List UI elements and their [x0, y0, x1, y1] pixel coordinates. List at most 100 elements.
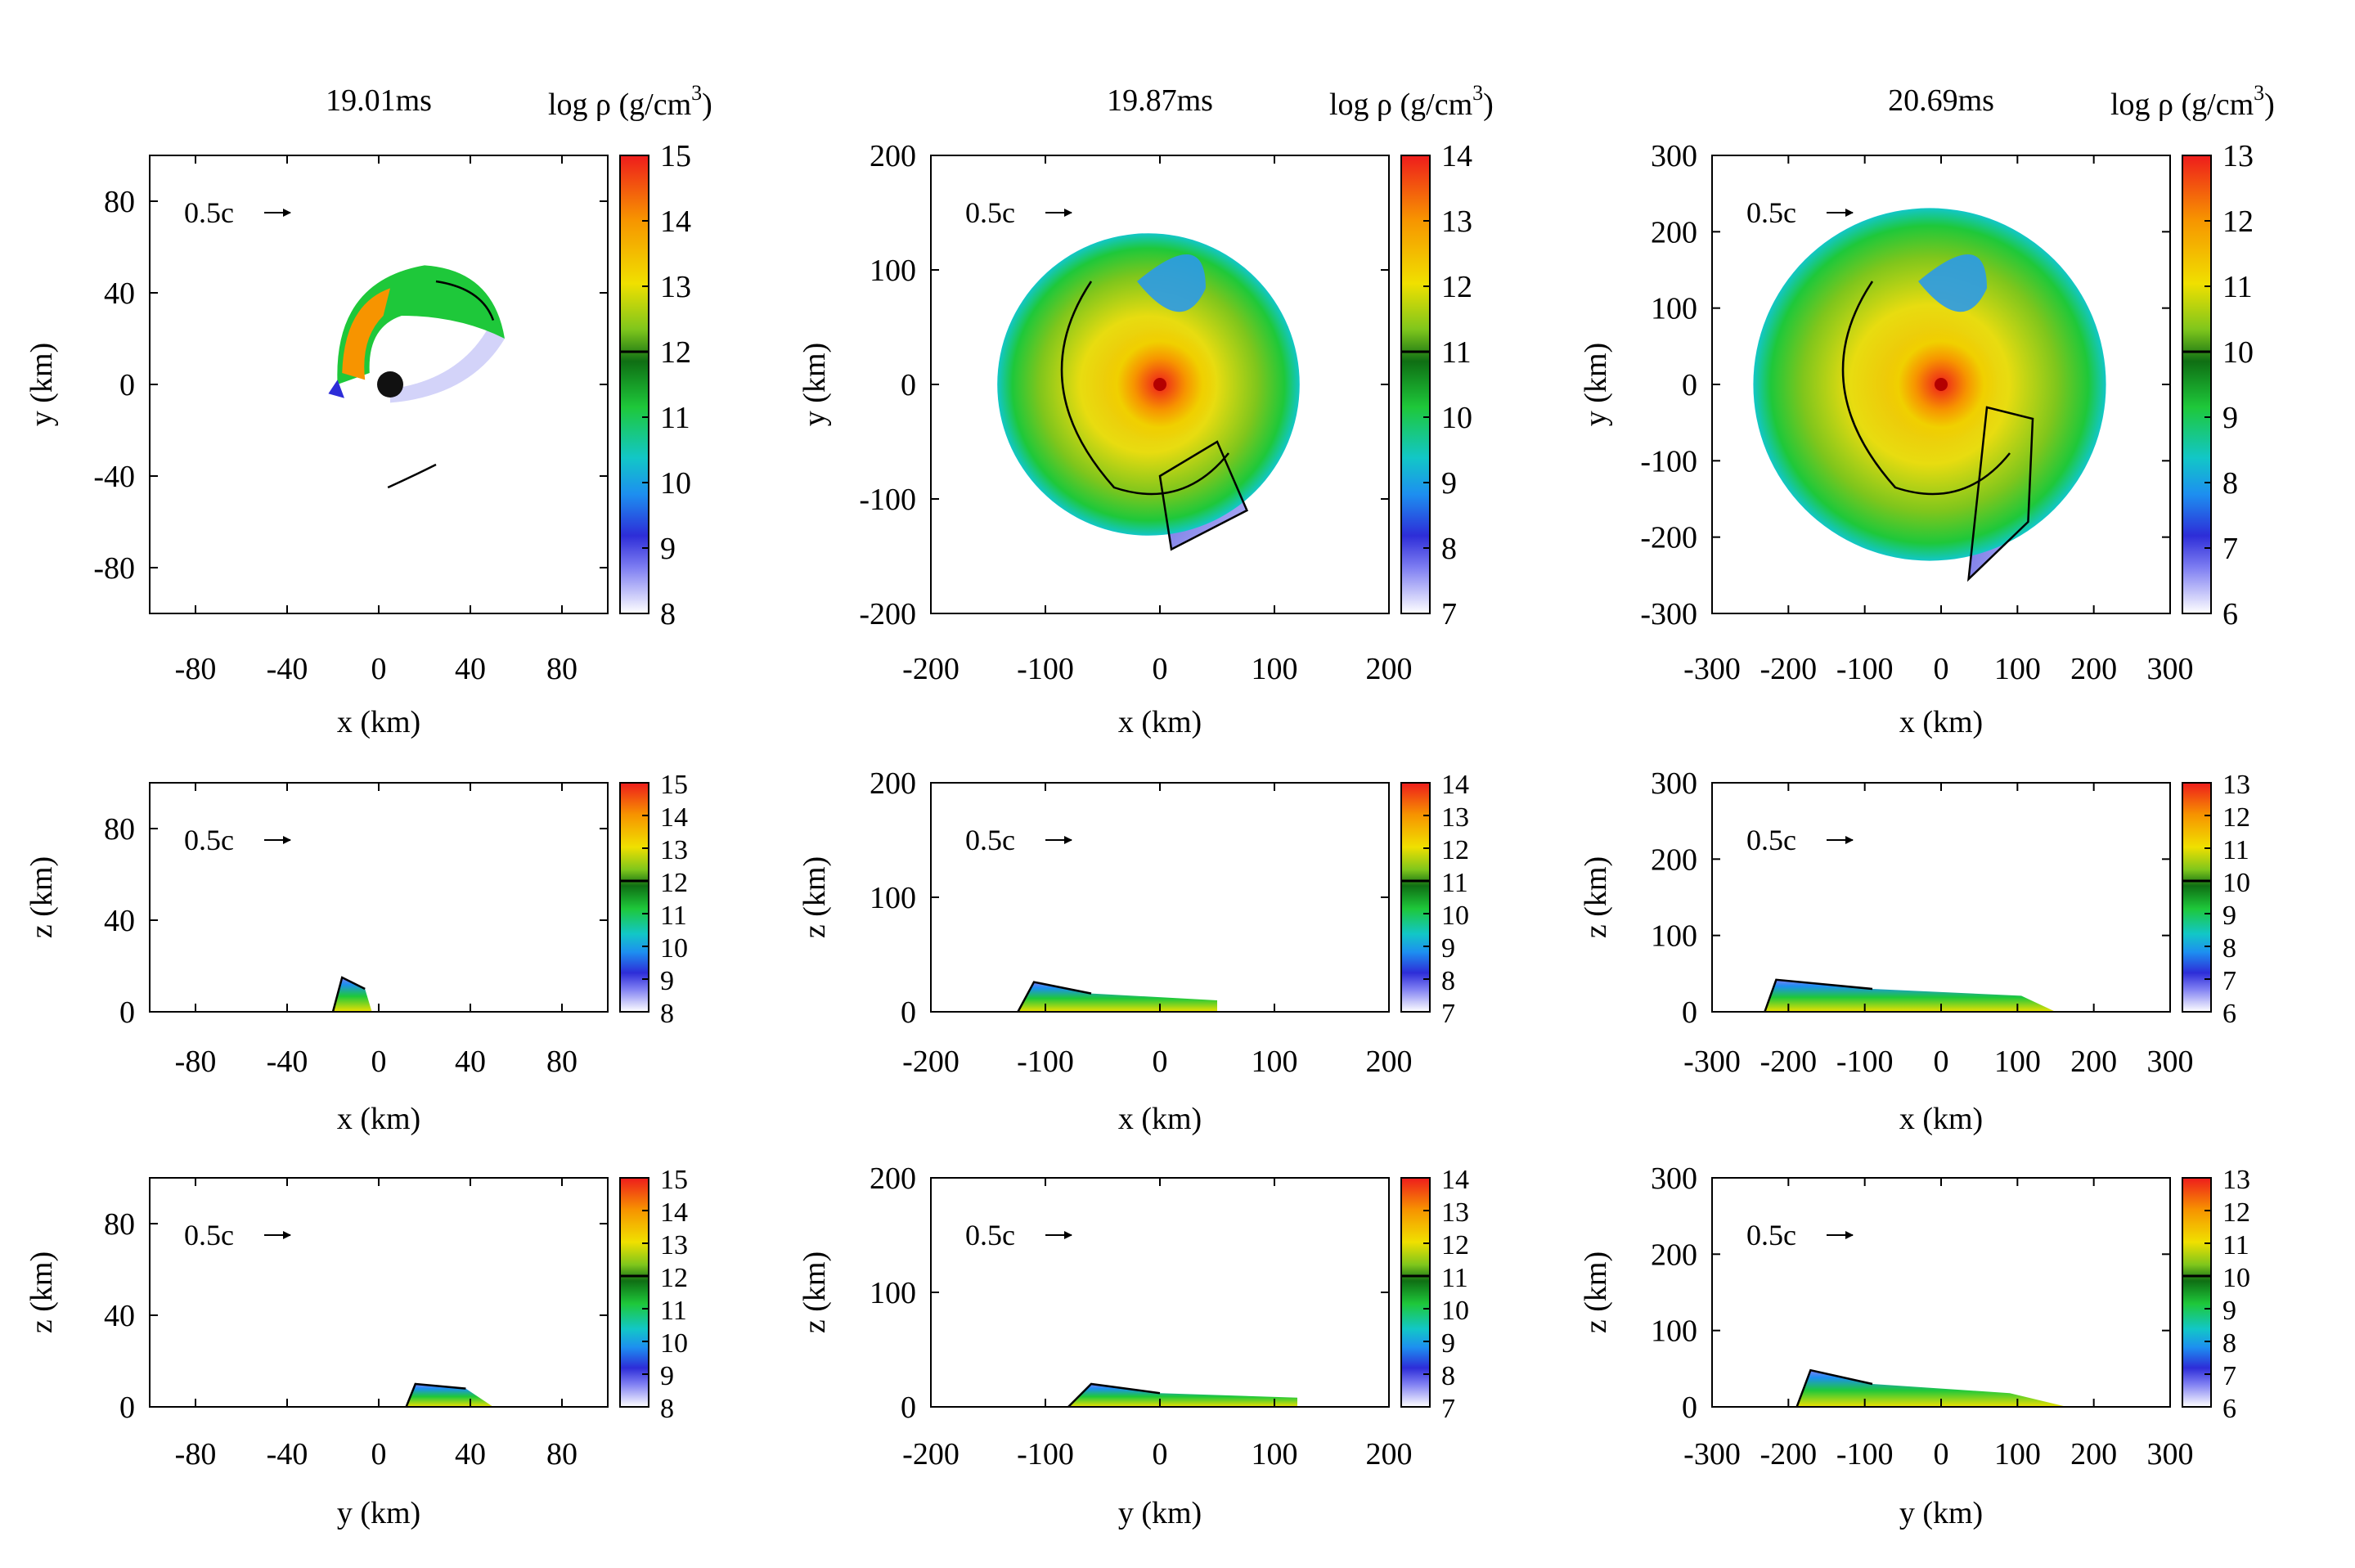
y-tick-label: 100: [1651, 919, 1697, 954]
x-tick-label: 80: [546, 652, 578, 686]
density-contour: [1764, 978, 1873, 1012]
colorbar-tick-label: 13: [660, 270, 691, 304]
x-tick-label: -300: [1683, 1045, 1741, 1079]
y-tick-label: 0: [901, 368, 916, 402]
x-axis-label: x (km): [337, 705, 420, 739]
colorbar-tick-label: 10: [2222, 1263, 2250, 1293]
tail-region: [390, 327, 505, 403]
colorbar-tick-label: 10: [1441, 901, 1469, 931]
x-tick-label: 100: [1994, 1437, 2041, 1471]
y-axis-label: z (km): [798, 1251, 832, 1333]
colorbar-tick-label: 13: [1441, 802, 1469, 833]
colorbar-tick-label: 9: [1441, 1328, 1455, 1359]
y-tick-label: 0: [119, 1391, 135, 1425]
y-tick-label: -300: [1640, 597, 1697, 631]
colorbar-tick-label: 6: [2222, 999, 2236, 1029]
panel-yz-19.01ms: 0.5c -80 -40 0 40 80 0 40 80 y (km) z (km) 89101112…: [25, 1165, 688, 1530]
density-field: [405, 1382, 493, 1407]
density-contour: [405, 1382, 466, 1407]
dense-arm: [342, 288, 390, 380]
colorbar-tick-label: 8: [1441, 966, 1455, 996]
colorbar-tick-label: 12: [660, 335, 691, 370]
y-tick-label: 80: [104, 812, 135, 847]
colorbar-tick-label: 10: [660, 933, 688, 964]
outer-arm: [1137, 254, 1206, 312]
y-tick-label: 200: [870, 139, 916, 173]
colorbar-tick-label: 6: [2222, 1394, 2236, 1424]
y-axis-label: z (km): [25, 856, 59, 938]
colorbar: [2182, 782, 2212, 1013]
x-axis-label: x (km): [1118, 705, 1202, 739]
x-tick-label: 0: [371, 1045, 387, 1079]
colorbar: [2182, 155, 2212, 614]
density-field: [1795, 1368, 2067, 1407]
velocity-scale-label: 0.5c: [965, 1219, 1015, 1251]
density-contour: [1841, 281, 2011, 496]
colorbar-title: log ρ (g/cm3): [2110, 81, 2275, 122]
x-tick-label: 300: [2147, 1045, 2194, 1079]
y-tick-label: 200: [870, 1161, 916, 1196]
x-axis-label: x (km): [1899, 705, 1983, 739]
colorbar-tick-label: 11: [2222, 835, 2249, 865]
colorbar-tick-label: 10: [2222, 868, 2250, 898]
plot-frame: [1711, 782, 2171, 1013]
density-field: [1753, 208, 2106, 582]
panel-xy-19.01ms: 0.5c -80 -40 0 40 80 -80 -40 0 40 80 x (km) y (km) 8 9…: [25, 81, 712, 739]
x-tick-label: -100: [1836, 652, 1894, 686]
y-tick-label: 0: [901, 995, 916, 1030]
x-axis-label: y (km): [1899, 1496, 1983, 1530]
x-axis-label: y (km): [337, 1496, 420, 1530]
core: [377, 371, 403, 398]
density-field: [1017, 981, 1217, 1012]
colorbar-tick-label: 11: [2222, 1230, 2249, 1260]
colorbar-tick-label: 11: [660, 1296, 687, 1326]
y-axis-label: z (km): [1579, 1251, 1613, 1333]
colorbar-tick-label: 12: [2222, 802, 2250, 833]
x-tick-label: 100: [1252, 1437, 1298, 1471]
x-tick-label: 40: [455, 652, 486, 686]
panel-xz-20.69ms: 0.5c -300 -200 -100 0 100 200 300 0 100 200 300 x (k…: [1579, 766, 2250, 1136]
colorbar-tick-label: 7: [1441, 999, 1455, 1029]
y-tick-label: -200: [859, 597, 916, 631]
x-tick-label: 100: [1252, 1045, 1298, 1079]
colorbar-tick-label: 14: [660, 802, 688, 833]
plot-frame: [149, 1177, 609, 1408]
density-contour: [1017, 981, 1092, 1012]
x-tick-label: 0: [1153, 1045, 1168, 1079]
colorbar-tick-label: 11: [1441, 1263, 1468, 1293]
colorbar-tick-label: 7: [2222, 966, 2236, 996]
x-axis-label: x (km): [1899, 1102, 1983, 1136]
x-tick-label: 200: [2070, 1437, 2117, 1471]
density-slab: [1764, 979, 2056, 1012]
x-tick-label: 40: [455, 1045, 486, 1079]
colorbar-tick-label: 15: [660, 139, 691, 173]
x-tick-label: -100: [1017, 1045, 1074, 1079]
colorbar: [619, 1177, 649, 1408]
x-tick-label: 0: [1934, 652, 1949, 686]
y-tick-label: 0: [1682, 1391, 1697, 1425]
colorbar-tick-label: 13: [660, 1230, 688, 1260]
y-tick-label: 300: [1651, 766, 1697, 801]
x-tick-label: -40: [267, 1437, 308, 1471]
y-tick-label: 300: [1651, 139, 1697, 173]
y-tick-label: 200: [1651, 215, 1697, 249]
x-tick-label: -40: [267, 1045, 308, 1079]
colorbar-tick-label: 10: [2222, 335, 2254, 370]
x-tick-label: -200: [902, 1045, 960, 1079]
colorbar-tick-label: 15: [660, 1165, 688, 1195]
colorbar-tick-label: 6: [2222, 597, 2238, 631]
panel-yz-19.87ms: 0.5c -200 -100 0 100 200 0 100 200 y (km) z (km) 78…: [798, 1161, 1469, 1530]
x-tick-label: 100: [1252, 652, 1298, 686]
x-tick-label: 200: [1366, 1437, 1413, 1471]
density-contour: [331, 976, 366, 1012]
x-tick-label: -300: [1683, 652, 1741, 686]
x-tick-label: -100: [1836, 1045, 1894, 1079]
y-tick-label: 0: [1682, 368, 1697, 402]
colorbar-tick-label: 13: [1441, 204, 1472, 239]
colorbar-tick-label: 8: [1441, 1361, 1455, 1391]
colorbar-tick-label: 9: [2222, 1296, 2236, 1326]
y-tick-label: 0: [901, 1391, 916, 1425]
colorbar-tick-label: 12: [1441, 1230, 1469, 1260]
velocity-scale-label: 0.5c: [184, 1219, 234, 1251]
y-axis-label: z (km): [1579, 856, 1613, 938]
